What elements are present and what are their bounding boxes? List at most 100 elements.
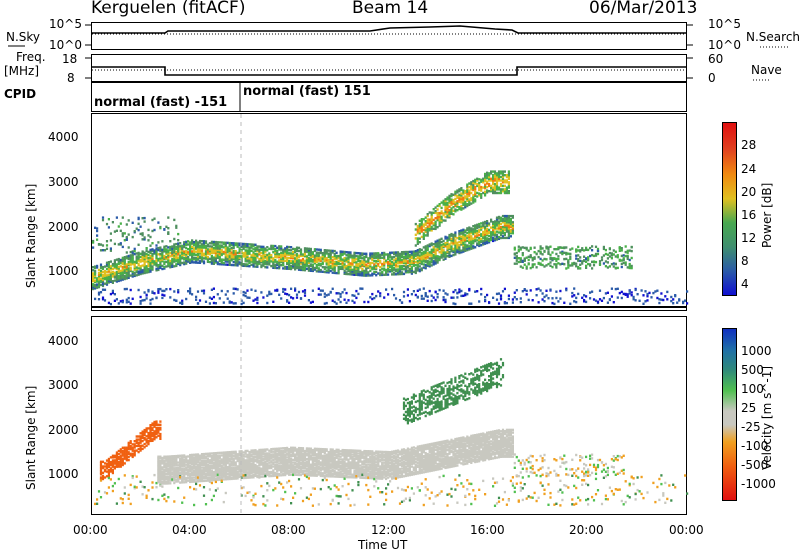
power-cell xyxy=(290,246,293,249)
power-cell xyxy=(105,281,109,285)
power-cell xyxy=(157,257,160,261)
power-cell xyxy=(426,218,429,221)
power-cell xyxy=(125,271,128,274)
power-cell xyxy=(214,256,217,259)
power-cell xyxy=(478,300,481,303)
power-cell xyxy=(276,262,279,265)
power-cell xyxy=(480,178,483,182)
power-cell xyxy=(391,287,394,291)
power-cell xyxy=(327,266,330,269)
power-cell xyxy=(367,271,370,274)
power-cell xyxy=(123,277,126,281)
velocity-cell xyxy=(189,486,192,489)
power-cell xyxy=(501,290,505,293)
power-cell xyxy=(488,177,491,180)
power-cell xyxy=(616,287,619,290)
power-cell xyxy=(294,289,297,292)
power-cell xyxy=(327,263,330,266)
power-cell xyxy=(137,273,140,276)
power-cell xyxy=(121,262,124,266)
power-cell xyxy=(436,247,439,250)
velocity-cell xyxy=(210,498,213,502)
power-cell xyxy=(311,258,314,262)
power-cell xyxy=(503,236,506,240)
power-cell xyxy=(224,258,227,262)
power-cell xyxy=(254,289,257,292)
power-cell xyxy=(173,246,176,249)
power-cell xyxy=(493,234,497,237)
velocity-cell xyxy=(202,479,206,483)
velocity-cell xyxy=(103,468,107,471)
power-cell xyxy=(482,224,485,227)
power-cell xyxy=(507,216,510,219)
power-cell xyxy=(115,274,118,277)
power-cell xyxy=(414,237,417,240)
power-cell xyxy=(337,261,340,264)
power-cell xyxy=(341,266,344,269)
velocity-cell xyxy=(137,447,140,451)
power-cell xyxy=(575,254,578,257)
power-cell xyxy=(490,188,493,191)
power-cell xyxy=(343,260,346,263)
power-cell xyxy=(567,260,570,263)
power-cell xyxy=(391,267,394,270)
velocity-cell xyxy=(206,457,209,461)
power-cell xyxy=(393,256,396,259)
power-cell xyxy=(476,231,479,234)
power-cell xyxy=(490,177,493,180)
power-cell xyxy=(470,242,473,246)
power-cell xyxy=(266,260,269,263)
velocity-cell xyxy=(222,466,225,469)
power-cell xyxy=(377,263,380,266)
power-cell xyxy=(389,262,392,265)
power-cell xyxy=(571,264,574,267)
power-cell xyxy=(181,254,184,257)
power-cell xyxy=(501,235,505,238)
power-cell xyxy=(527,298,530,302)
power-cell xyxy=(389,256,392,259)
power-cell xyxy=(290,261,293,264)
power-cell xyxy=(406,288,409,291)
power-cell xyxy=(202,246,206,249)
power-cell xyxy=(420,267,423,270)
power-cell xyxy=(472,231,475,234)
power-cell xyxy=(331,263,334,267)
power-cell xyxy=(454,236,457,239)
power-cell xyxy=(274,265,277,268)
power-cell xyxy=(466,245,469,249)
power-cell xyxy=(430,259,433,262)
power-cell xyxy=(351,259,354,262)
power-cell xyxy=(339,300,342,304)
power-cell xyxy=(143,253,146,256)
power-cell xyxy=(175,258,178,261)
power-cell xyxy=(398,257,402,260)
velocity-cell xyxy=(141,493,144,496)
power-cell xyxy=(347,251,350,254)
power-cell xyxy=(387,268,390,272)
power-cell xyxy=(420,226,423,230)
power-cell xyxy=(446,250,449,253)
power-cell xyxy=(347,257,350,260)
power-cell xyxy=(444,235,447,239)
velocity-cell xyxy=(99,479,103,482)
power-cell xyxy=(212,287,215,290)
power-cell xyxy=(488,182,491,186)
power-cell xyxy=(173,237,176,241)
velocity-cell xyxy=(232,457,235,460)
power-cell xyxy=(632,295,635,299)
power-cell xyxy=(343,298,346,301)
power-cell xyxy=(286,267,289,270)
power-cell xyxy=(571,295,574,298)
power-cell xyxy=(404,257,407,260)
power-cell xyxy=(589,291,592,294)
power-cell xyxy=(398,255,402,259)
power-cell xyxy=(105,275,109,278)
power-cell xyxy=(488,179,491,182)
power-cell xyxy=(305,255,308,258)
power-cell xyxy=(393,252,396,256)
power-cell xyxy=(436,204,439,208)
power-cell xyxy=(579,250,582,253)
power-cell xyxy=(284,251,287,255)
power-cell xyxy=(347,252,350,256)
power-cell xyxy=(686,290,689,293)
